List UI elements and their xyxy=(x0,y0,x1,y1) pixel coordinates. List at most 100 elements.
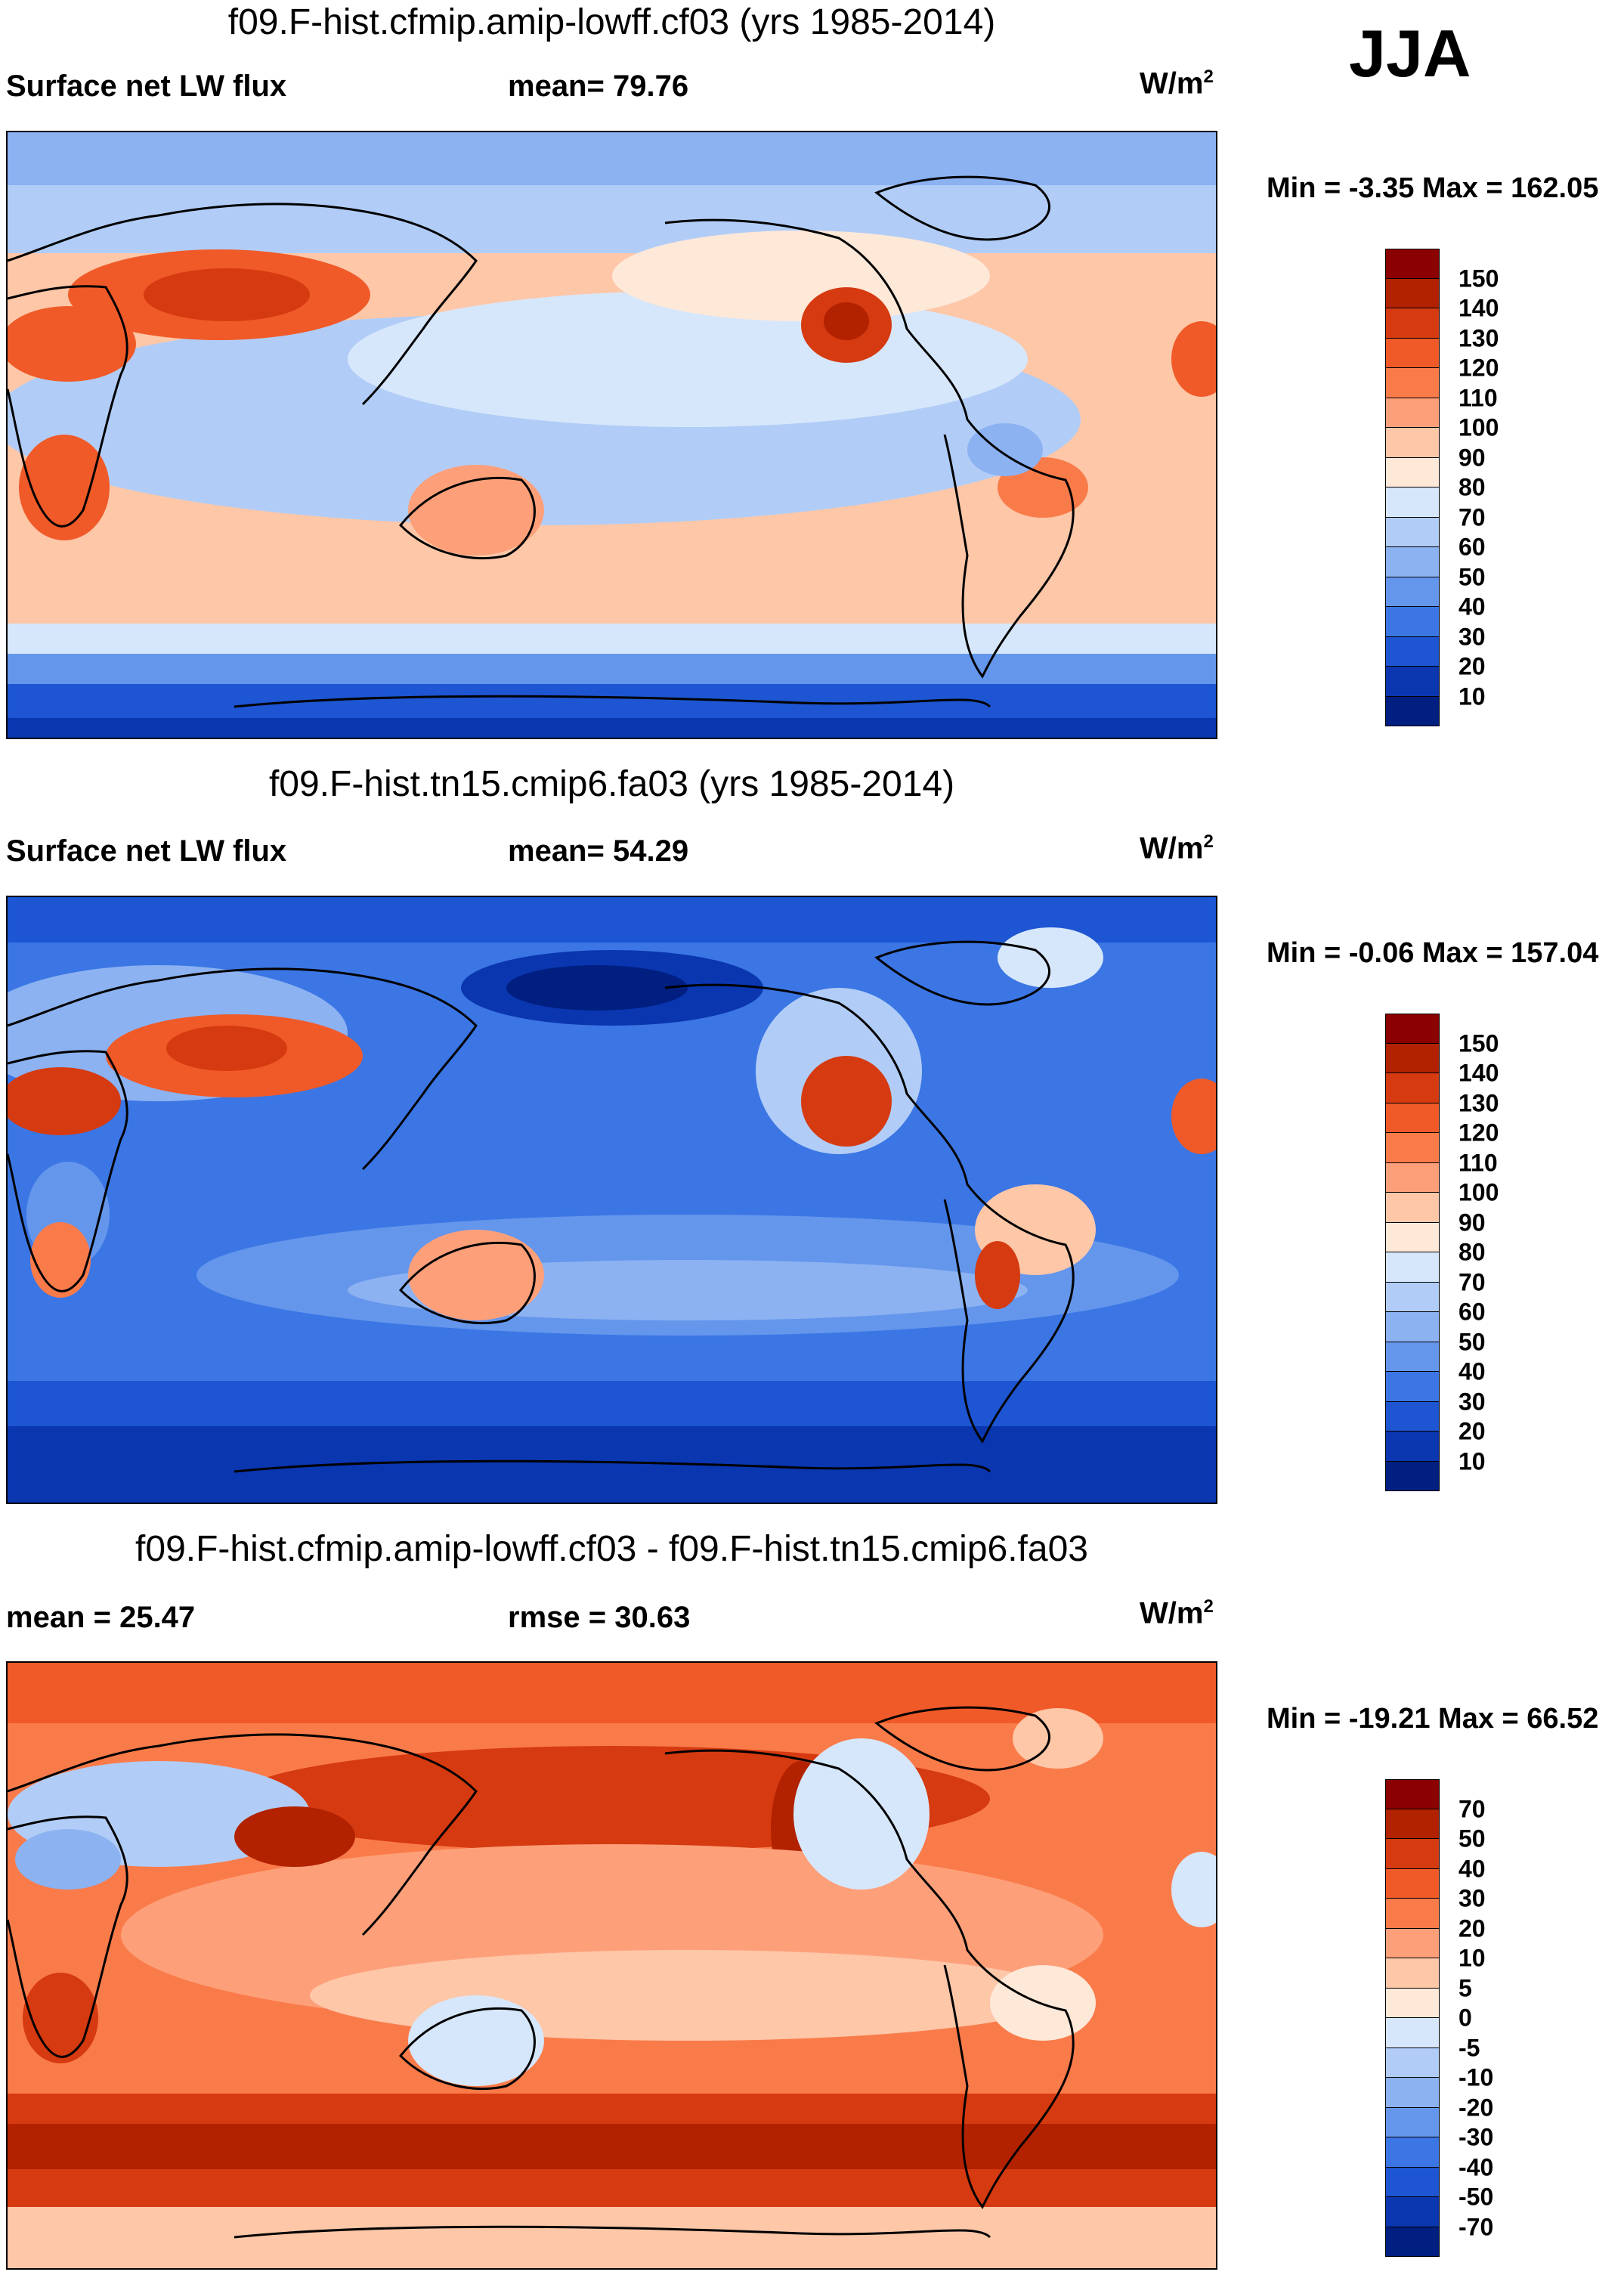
colorbar-label: 80 xyxy=(1459,473,1486,501)
panel1-mean-label: mean= 79.76 xyxy=(508,70,689,103)
colorbar-box xyxy=(1385,1779,1440,1809)
colorbar-label: -5 xyxy=(1459,2034,1480,2061)
panel3-minmax: Min = -19.21 Max = 66.52 xyxy=(1267,1703,1599,1735)
colorbar-box xyxy=(1385,577,1440,607)
colorbar-box xyxy=(1385,1014,1440,1044)
colorbar-label: 140 xyxy=(1459,294,1499,322)
colorbar-box xyxy=(1385,249,1440,279)
colorbar-label: 150 xyxy=(1459,265,1499,292)
colorbar-label: 100 xyxy=(1459,1178,1499,1206)
colorbar-box xyxy=(1385,1372,1440,1402)
colorbar-box xyxy=(1385,1432,1440,1462)
colorbar-box xyxy=(1385,2137,1440,2168)
colorbar-box xyxy=(1385,308,1440,339)
colorbar-box xyxy=(1385,1928,1440,1958)
colorbar-box xyxy=(1385,1193,1440,1223)
colorbar-label: 30 xyxy=(1459,1388,1486,1415)
colorbar-label: -10 xyxy=(1459,2063,1494,2091)
colorbar-box xyxy=(1385,1868,1440,1899)
colorbar-label: 90 xyxy=(1459,1209,1486,1236)
colorbar-box xyxy=(1385,398,1440,428)
colorbar-label: 20 xyxy=(1459,652,1486,680)
colorbar-label: 120 xyxy=(1459,354,1499,382)
colorbar-box xyxy=(1385,1103,1440,1133)
colorbar-label: 100 xyxy=(1459,413,1499,441)
colorbar-box xyxy=(1385,1222,1440,1252)
panel2-minmax: Min = -0.06 Max = 157.04 xyxy=(1267,937,1599,969)
colorbar-box xyxy=(1385,338,1440,368)
colorbar-label: 30 xyxy=(1459,623,1486,650)
colorbar-label: 50 xyxy=(1459,563,1486,590)
colorbar-box xyxy=(1385,1133,1440,1163)
colorbar-box xyxy=(1385,547,1440,577)
colorbar-label: -50 xyxy=(1459,2183,1494,2211)
colorbar-box xyxy=(1385,1282,1440,1312)
colorbar-box xyxy=(1385,1043,1440,1073)
season-label: JJA xyxy=(1349,16,1471,91)
colorbar-box xyxy=(1385,278,1440,308)
colorbar-label: -20 xyxy=(1459,2094,1494,2121)
colorbar-box xyxy=(1385,2078,1440,2108)
colorbar-box xyxy=(1385,1252,1440,1283)
panel3-mean-label: mean = 25.47 xyxy=(6,1601,196,1634)
colorbar-label: 70 xyxy=(1459,1795,1486,1822)
colorbar-box xyxy=(1385,1899,1440,1929)
panel1-unit-label: W/m2 xyxy=(1140,67,1214,101)
colorbar-label: 20 xyxy=(1459,1914,1486,1942)
colorbar-label: 50 xyxy=(1459,1328,1486,1355)
colorbar-box xyxy=(1385,2107,1440,2137)
colorbar-box xyxy=(1385,607,1440,637)
colorbar-box xyxy=(1385,1461,1440,1491)
panel3-unit-label: W/m2 xyxy=(1140,1596,1214,1630)
panel3-map xyxy=(6,1661,1217,2270)
colorbar-label: 40 xyxy=(1459,1855,1486,1882)
panel2-map xyxy=(6,896,1217,1504)
colorbar-box xyxy=(1385,488,1440,518)
colorbar-box xyxy=(1385,636,1440,667)
colorbar-box xyxy=(1385,457,1440,488)
colorbar-label: 5 xyxy=(1459,1974,1472,2001)
colorbar-box xyxy=(1385,2197,1440,2227)
colorbar-label: 20 xyxy=(1459,1417,1486,1445)
panel2-variable-label: Surface net LW flux xyxy=(6,834,287,868)
colorbar-label: 130 xyxy=(1459,324,1499,351)
panel1-variable-label: Surface net LW flux xyxy=(6,70,287,103)
colorbar-box xyxy=(1385,517,1440,547)
panel2-colorbar xyxy=(1385,1014,1440,1491)
colorbar-box xyxy=(1385,1809,1440,1839)
colorbar-label: 60 xyxy=(1459,1298,1486,1326)
colorbar-label: 0 xyxy=(1459,2004,1472,2032)
panel3-rmse-label: rmse = 30.63 xyxy=(508,1601,691,1634)
panel3-colorbar xyxy=(1385,1779,1440,2257)
colorbar-label: -70 xyxy=(1459,2213,1494,2240)
colorbar-label: 10 xyxy=(1459,682,1486,710)
colorbar-label: 80 xyxy=(1459,1238,1486,1266)
colorbar-box xyxy=(1385,1162,1440,1193)
colorbar-box xyxy=(1385,2048,1440,2078)
colorbar-box xyxy=(1385,1312,1440,1342)
panel1-colorbar xyxy=(1385,249,1440,726)
colorbar-label: -40 xyxy=(1459,2153,1494,2181)
colorbar-box xyxy=(1385,1342,1440,1372)
colorbar-box xyxy=(1385,667,1440,697)
colorbar-box xyxy=(1385,1839,1440,1869)
colorbar-label: 130 xyxy=(1459,1089,1499,1116)
panel1-minmax: Min = -3.35 Max = 162.05 xyxy=(1267,172,1599,204)
colorbar-box xyxy=(1385,1958,1440,1989)
colorbar-label: -30 xyxy=(1459,2123,1494,2151)
panel1-title: f09.F-hist.cfmip.amip-lowff.cf03 (yrs 19… xyxy=(227,2,996,42)
colorbar-label: 40 xyxy=(1459,1357,1486,1385)
colorbar-label: 30 xyxy=(1459,1884,1486,1912)
colorbar-box xyxy=(1385,696,1440,726)
colorbar-box xyxy=(1385,1988,1440,2018)
colorbar-label: 120 xyxy=(1459,1119,1499,1147)
colorbar-label: 10 xyxy=(1459,1944,1486,1972)
colorbar-box xyxy=(1385,368,1440,398)
colorbar-label: 40 xyxy=(1459,593,1486,621)
panel2-mean-label: mean= 54.29 xyxy=(508,834,689,868)
panel2-title: f09.F-hist.tn15.cmip6.fa03 (yrs 1985-201… xyxy=(268,764,955,804)
panel1-colorbar-boxes xyxy=(1385,249,1440,726)
colorbar-label: 50 xyxy=(1459,1825,1486,1852)
colorbar-label: 90 xyxy=(1459,444,1486,471)
colorbar-label: 150 xyxy=(1459,1029,1499,1057)
